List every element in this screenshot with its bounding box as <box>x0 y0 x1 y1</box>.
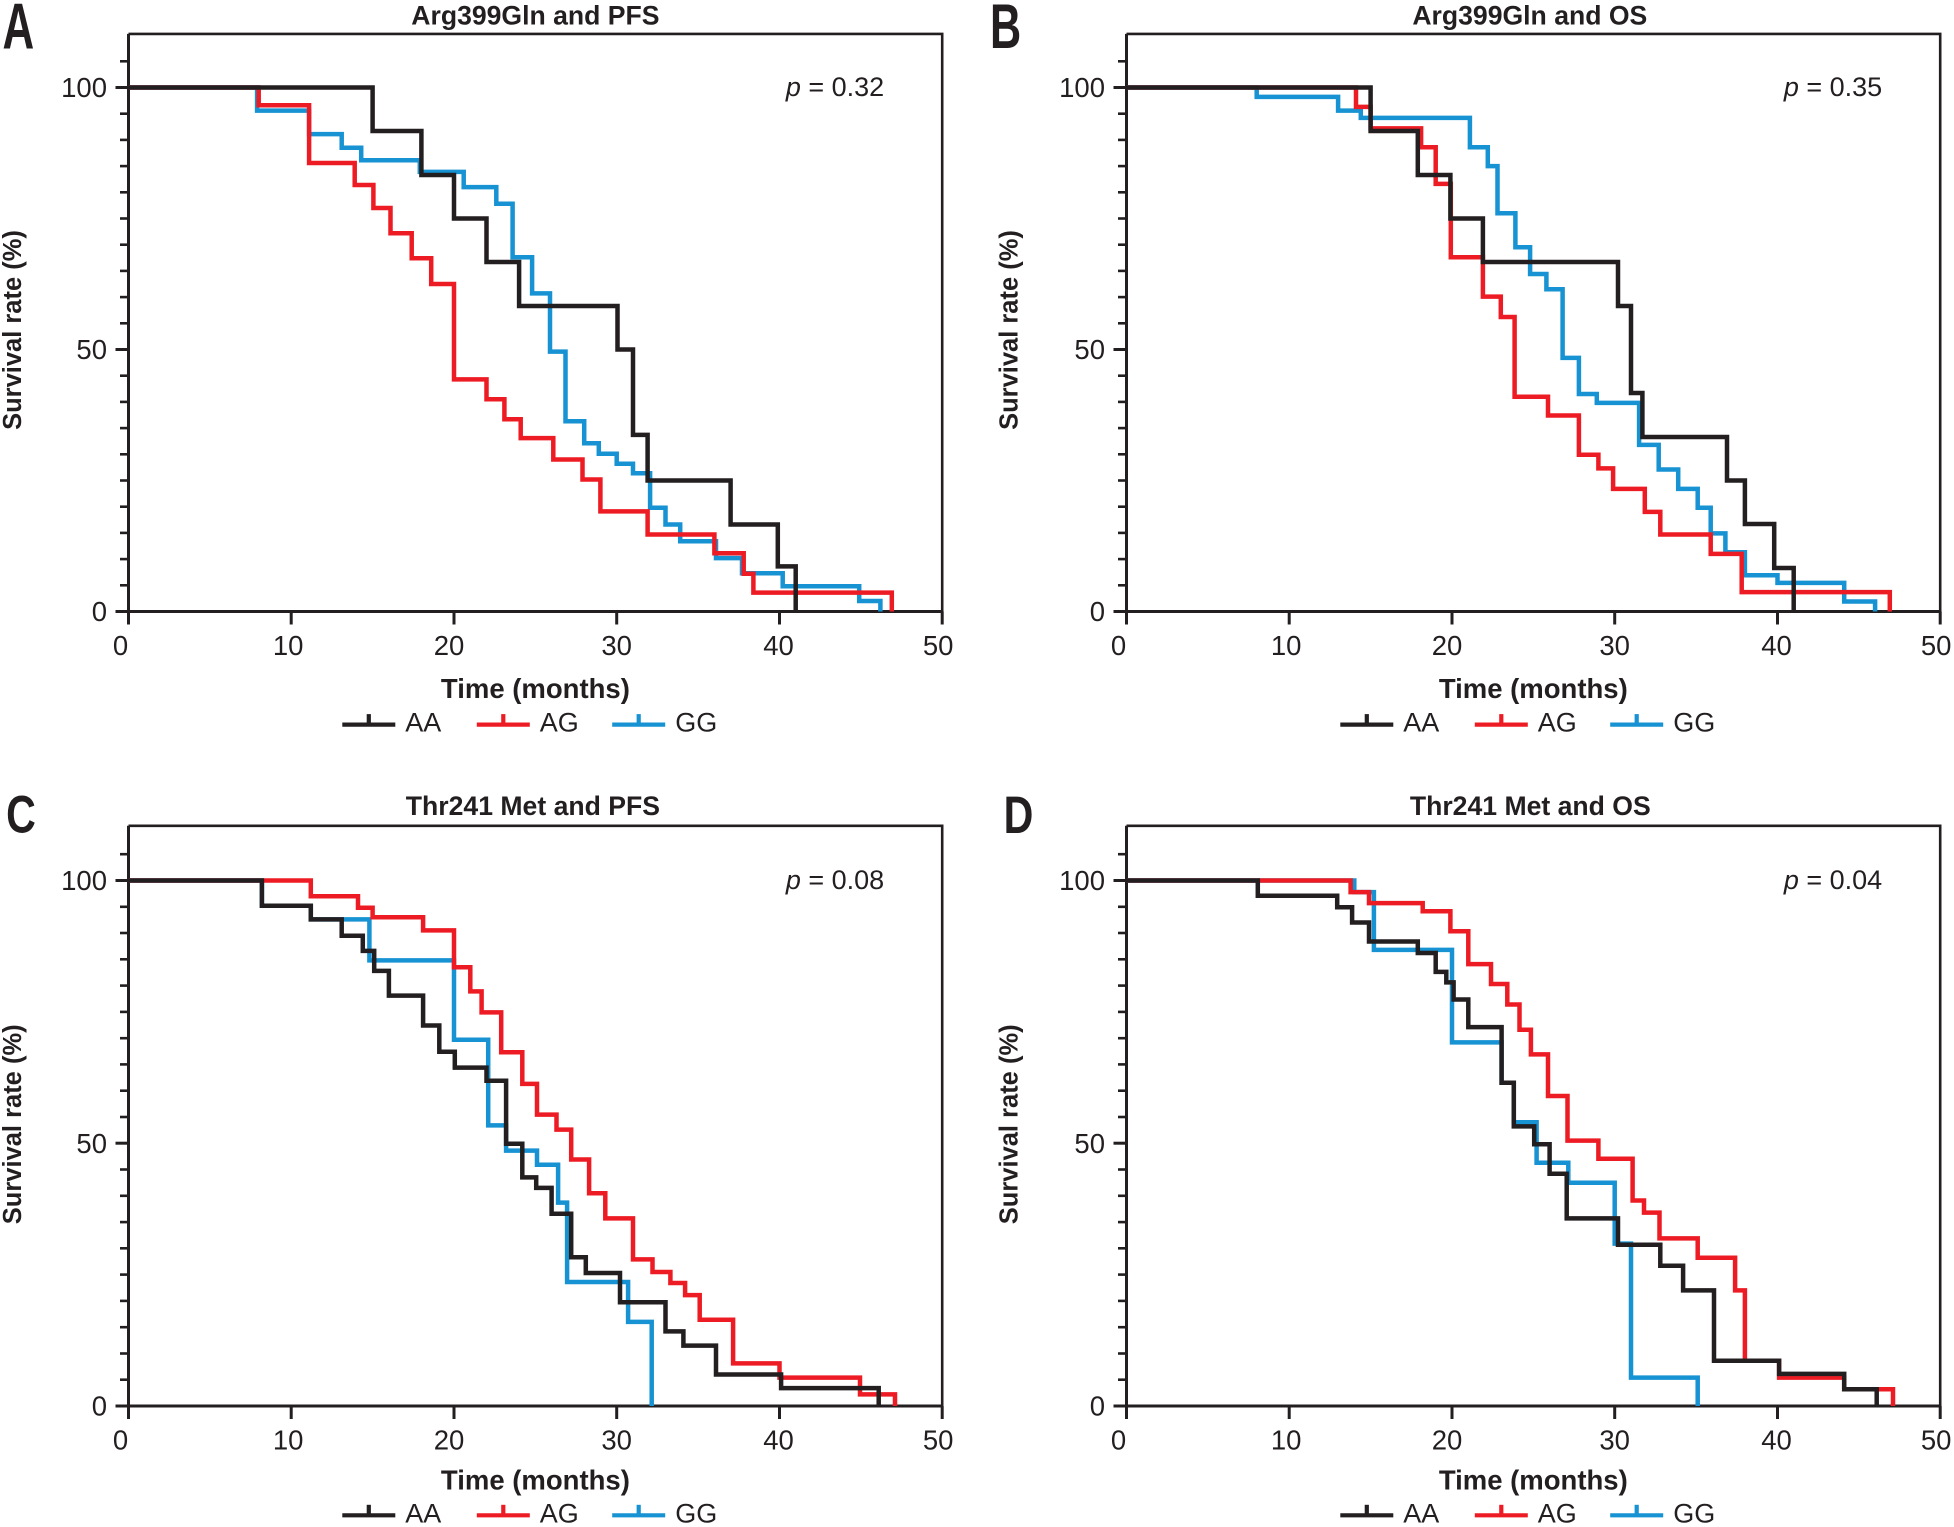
svg-text:40: 40 <box>763 1425 794 1456</box>
svg-text:Thr241 Met and PFS: Thr241 Met and PFS <box>406 791 660 821</box>
svg-text:100: 100 <box>1059 72 1105 103</box>
svg-text:Time (months): Time (months) <box>441 1465 630 1496</box>
svg-text:100: 100 <box>1059 865 1105 896</box>
svg-text:50: 50 <box>1921 1425 1952 1456</box>
svg-text:Survival rate (%): Survival rate (%) <box>996 230 1024 430</box>
svg-text:AG: AG <box>1538 708 1577 738</box>
svg-text:AA: AA <box>1403 1498 1439 1527</box>
svg-text:30: 30 <box>1599 630 1630 661</box>
svg-text:AA: AA <box>1403 708 1439 738</box>
svg-text:50: 50 <box>76 1128 107 1159</box>
svg-text:20: 20 <box>434 630 465 661</box>
svg-text:p = 0.35: p = 0.35 <box>1783 72 1882 102</box>
svg-text:50: 50 <box>1074 334 1105 365</box>
svg-text:10: 10 <box>1271 630 1302 661</box>
svg-text:0: 0 <box>92 596 107 627</box>
svg-text:100: 100 <box>61 865 107 896</box>
svg-text:Arg399Gln and PFS: Arg399Gln and PFS <box>411 0 659 30</box>
svg-text:C: C <box>6 786 36 845</box>
svg-text:GG: GG <box>1673 708 1715 738</box>
svg-text:20: 20 <box>1432 1425 1463 1456</box>
svg-text:100: 100 <box>61 72 107 103</box>
svg-text:0: 0 <box>1111 1425 1126 1456</box>
svg-text:50: 50 <box>76 334 107 365</box>
svg-text:p = 0.32: p = 0.32 <box>785 72 884 102</box>
svg-text:Arg399Gln and OS: Arg399Gln and OS <box>1412 0 1647 30</box>
svg-text:10: 10 <box>273 1425 304 1456</box>
svg-text:Time (months): Time (months) <box>1439 673 1628 704</box>
svg-text:50: 50 <box>1074 1128 1105 1159</box>
svg-text:0: 0 <box>113 630 128 661</box>
svg-text:0: 0 <box>113 1425 128 1456</box>
svg-text:20: 20 <box>1432 630 1463 661</box>
svg-text:50: 50 <box>1921 630 1952 661</box>
svg-text:Time (months): Time (months) <box>1439 1465 1628 1496</box>
svg-text:GG: GG <box>675 708 717 738</box>
svg-text:30: 30 <box>1599 1425 1630 1456</box>
svg-text:p = 0.08: p = 0.08 <box>785 865 884 895</box>
svg-text:Time (months): Time (months) <box>441 673 630 704</box>
svg-text:50: 50 <box>923 1425 954 1456</box>
svg-text:0: 0 <box>1090 1391 1105 1422</box>
svg-text:AA: AA <box>405 708 441 738</box>
svg-text:40: 40 <box>1761 630 1792 661</box>
svg-text:30: 30 <box>601 1425 632 1456</box>
svg-text:0: 0 <box>1111 630 1126 661</box>
svg-text:10: 10 <box>273 630 304 661</box>
svg-text:AG: AG <box>1538 1498 1577 1527</box>
svg-text:10: 10 <box>1271 1425 1302 1456</box>
svg-text:0: 0 <box>92 1391 107 1422</box>
svg-text:AA: AA <box>405 1498 441 1527</box>
svg-text:AG: AG <box>540 1498 579 1527</box>
svg-text:0: 0 <box>1090 596 1105 627</box>
svg-text:p = 0.04: p = 0.04 <box>1783 865 1882 895</box>
svg-text:Survival rate (%): Survival rate (%) <box>0 230 27 430</box>
svg-text:B: B <box>990 0 1021 62</box>
svg-text:A: A <box>3 0 35 63</box>
svg-text:40: 40 <box>1761 1425 1792 1456</box>
svg-text:40: 40 <box>763 630 794 661</box>
svg-text:50: 50 <box>923 630 954 661</box>
svg-text:D: D <box>1004 786 1034 845</box>
svg-text:Survival rate (%): Survival rate (%) <box>0 1024 27 1224</box>
svg-text:GG: GG <box>675 1498 717 1527</box>
svg-text:20: 20 <box>434 1425 465 1456</box>
svg-text:AG: AG <box>540 708 579 738</box>
svg-text:30: 30 <box>601 630 632 661</box>
svg-text:GG: GG <box>1673 1498 1715 1527</box>
svg-text:Survival rate (%): Survival rate (%) <box>996 1024 1024 1224</box>
svg-text:Thr241 Met and OS: Thr241 Met and OS <box>1410 791 1651 821</box>
